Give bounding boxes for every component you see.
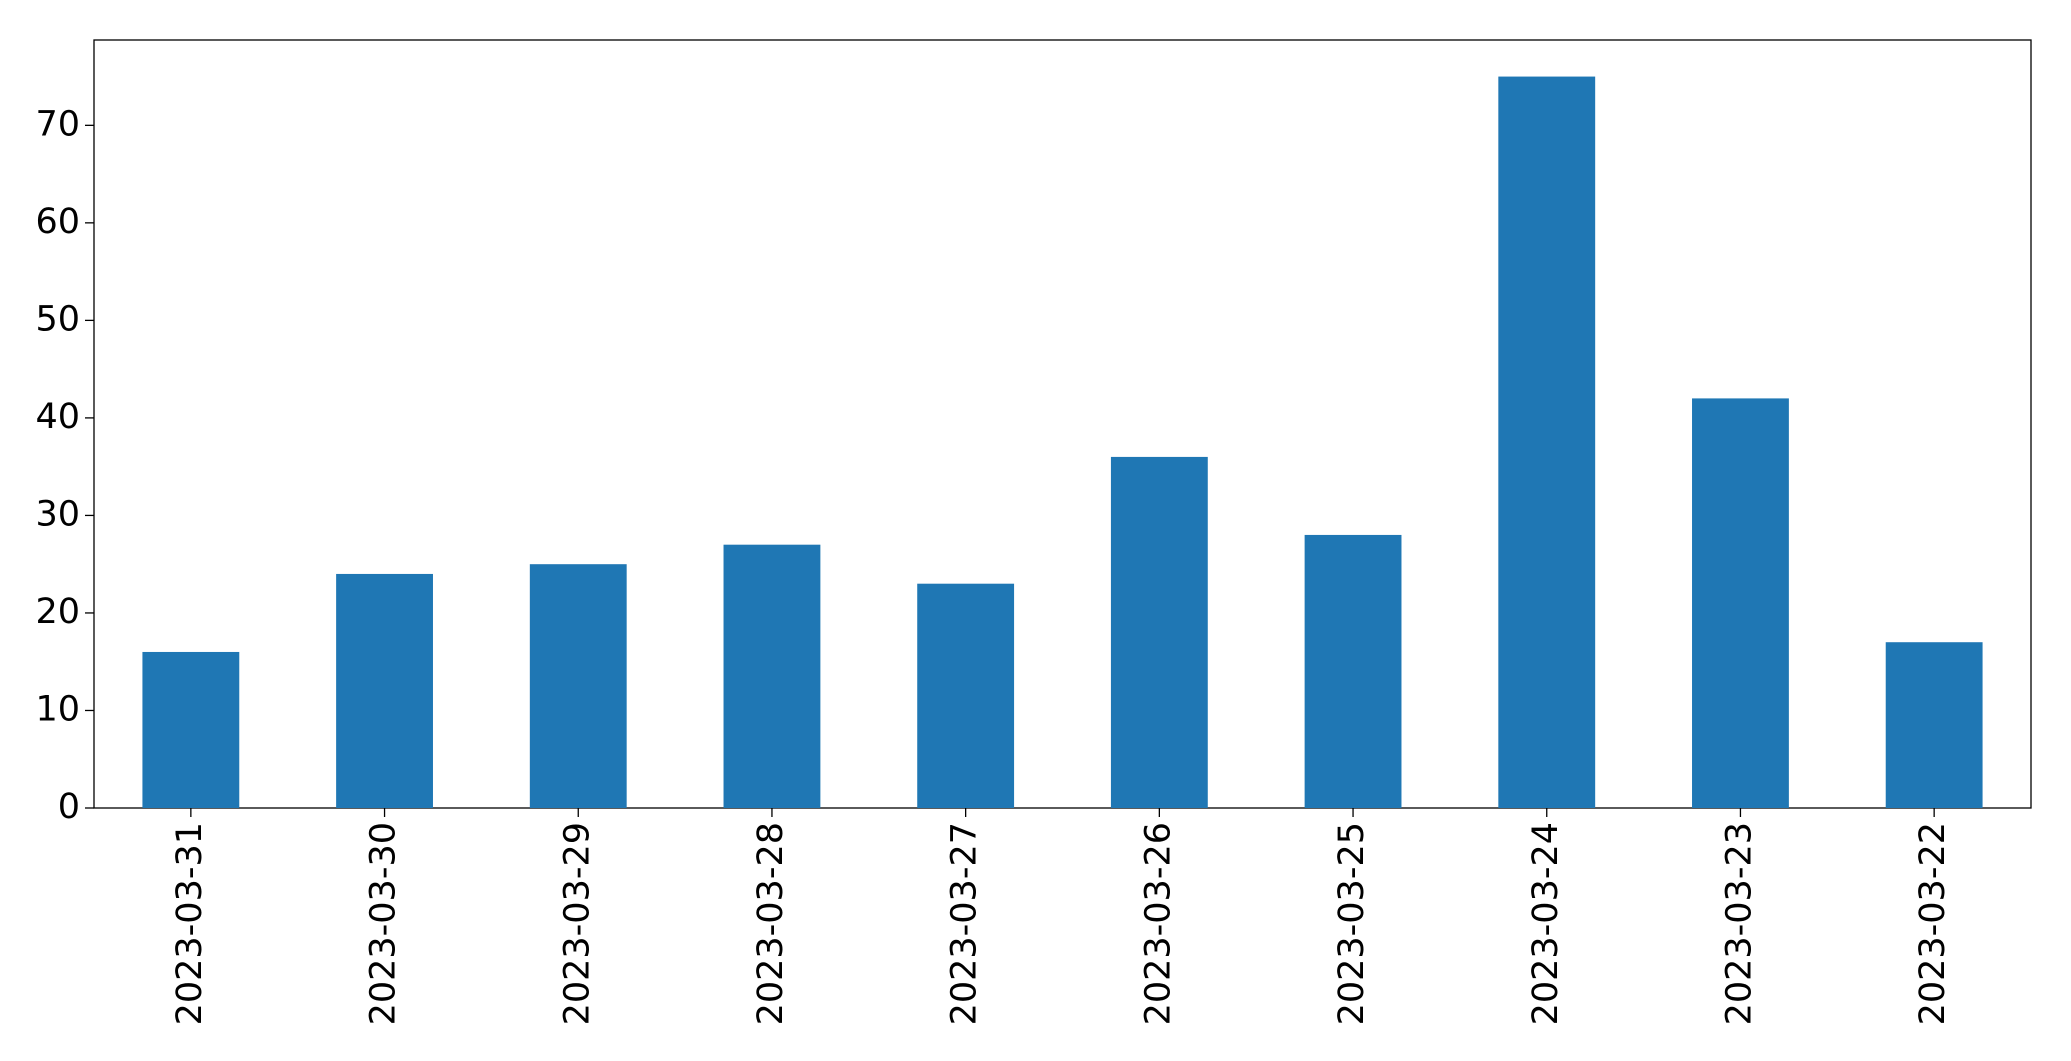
x-tick-label: 2023-03-24 [1526, 822, 1566, 1025]
bar [1110, 456, 1208, 808]
bar [1885, 642, 1983, 808]
y-tick-label: 50 [35, 299, 80, 339]
y-tick-label: 40 [35, 397, 80, 437]
bar [1304, 534, 1402, 808]
bar [142, 651, 240, 808]
bar [723, 544, 821, 808]
bar [336, 573, 433, 808]
x-tick-label: 2023-03-23 [1719, 822, 1759, 1025]
bar [1692, 398, 1789, 808]
y-tick-label: 70 [35, 104, 80, 144]
y-tick-label: 30 [35, 494, 80, 534]
x-tick-label: 2023-03-25 [1332, 822, 1372, 1025]
x-tick-label: 2023-03-28 [751, 822, 791, 1025]
y-tick-label: 60 [35, 202, 80, 242]
plot-frame [93, 39, 2032, 809]
x-tick-label: 2023-03-27 [945, 822, 985, 1025]
x-tick-label: 2023-03-22 [1913, 822, 1953, 1025]
x-tick-label: 2023-03-31 [170, 822, 210, 1025]
x-tick-label: 2023-03-29 [557, 822, 597, 1025]
bar [529, 564, 627, 808]
y-tick-label: 20 [35, 592, 80, 632]
bar [917, 583, 1015, 808]
bar [1498, 76, 1596, 809]
x-tick-label: 2023-03-26 [1138, 822, 1178, 1025]
y-tick-label: 0 [58, 787, 80, 827]
y-tick-label: 10 [35, 689, 80, 729]
x-tick-label: 2023-03-30 [364, 822, 404, 1025]
